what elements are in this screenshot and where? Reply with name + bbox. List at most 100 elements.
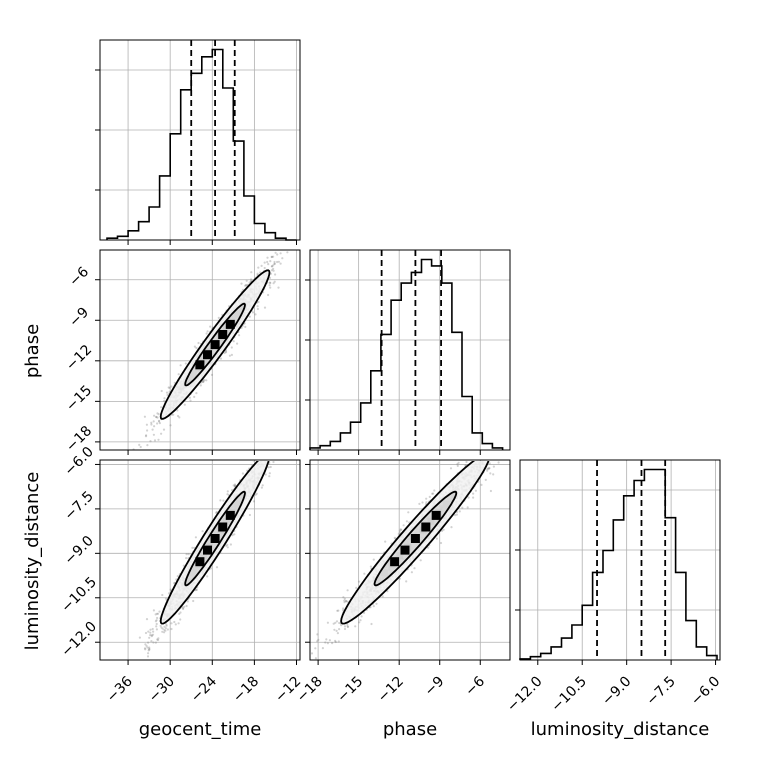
- sample-point: [517, 432, 519, 434]
- sample-point: [148, 646, 151, 649]
- sample-point: [284, 454, 286, 456]
- x-tick-label: −6.0: [688, 674, 723, 709]
- sample-point: [153, 439, 157, 442]
- x-tick-label: −24: [188, 673, 220, 705]
- sample-point: [456, 464, 459, 467]
- sample-point: [257, 266, 260, 269]
- sample-point: [273, 447, 275, 449]
- sample-point: [489, 439, 491, 441]
- sample-point: [294, 241, 296, 243]
- sample-point: [178, 416, 181, 419]
- sample-point: [286, 251, 289, 254]
- sample-point: [158, 422, 161, 425]
- sample-point: [272, 267, 275, 270]
- sample-point: [158, 610, 161, 613]
- sample-point: [336, 609, 339, 612]
- sample-point: [148, 648, 151, 651]
- sample-point: [258, 456, 260, 458]
- sample-point: [206, 575, 209, 578]
- sample-point: [193, 395, 196, 398]
- sample-point: [343, 625, 347, 628]
- sample-point: [260, 457, 262, 459]
- sample-point: [326, 642, 329, 645]
- sample-point: [143, 647, 147, 650]
- sample-point: [472, 496, 475, 499]
- sample-point: [346, 589, 349, 592]
- sample-point: [276, 260, 279, 264]
- sample-point: [155, 625, 158, 628]
- sample-point: [270, 269, 273, 272]
- sample-point: [169, 588, 172, 591]
- sample-point: [288, 421, 290, 423]
- sample-point: [270, 265, 274, 268]
- density-peak: [400, 545, 410, 555]
- sample-point: [230, 346, 233, 349]
- sample-point: [177, 373, 180, 376]
- sample-point: [488, 462, 491, 465]
- sample-point: [160, 389, 163, 393]
- sample-point: [260, 486, 263, 489]
- sample-point: [442, 528, 445, 531]
- sample-point: [270, 255, 273, 259]
- sample-point: [355, 586, 358, 590]
- sample-point: [150, 640, 153, 643]
- sample-point: [268, 284, 271, 287]
- sample-point: [152, 433, 155, 436]
- sample-point: [269, 453, 271, 455]
- sample-point: [240, 282, 243, 285]
- sample-point: [335, 629, 338, 633]
- sample-point: [241, 472, 244, 475]
- sample-point: [238, 334, 241, 337]
- sample-point: [337, 609, 340, 612]
- sample-point: [288, 419, 290, 421]
- sample-point: [257, 300, 260, 304]
- y-tick-label: −10.5: [58, 574, 100, 616]
- sample-point: [232, 484, 235, 487]
- sample-point: [195, 588, 198, 591]
- sample-point: [369, 606, 372, 609]
- sample-point: [150, 635, 153, 638]
- sample-point: [192, 599, 195, 603]
- sample-point: [161, 627, 164, 630]
- sample-point: [267, 263, 270, 266]
- sample-point: [293, 423, 295, 425]
- x-tick-label: −9.0: [599, 674, 634, 709]
- sample-point: [274, 251, 277, 254]
- sample-point: [287, 428, 289, 430]
- sample-point: [316, 633, 319, 636]
- density-peak: [225, 510, 235, 520]
- sample-point: [260, 454, 262, 456]
- x-tick-label: −15: [334, 674, 366, 706]
- sample-point: [484, 456, 486, 458]
- sample-point: [282, 439, 284, 441]
- sample-point: [481, 455, 483, 457]
- y-ticklabels-phase: −6 −9 −12 −15 −18: [63, 264, 95, 455]
- sample-point: [454, 514, 457, 517]
- density-peak: [203, 545, 212, 555]
- sample-point: [202, 380, 205, 384]
- sample-point: [489, 472, 492, 475]
- sample-point: [195, 392, 198, 395]
- sample-point: [500, 432, 502, 434]
- sample-point: [166, 393, 169, 397]
- sample-point: [492, 473, 495, 476]
- sample-point: [346, 625, 350, 629]
- sample-point: [268, 472, 271, 475]
- sample-point: [156, 612, 160, 615]
- y-tick-label: −9.0: [61, 533, 96, 568]
- sample-point: [172, 413, 175, 416]
- sample-point: [144, 643, 147, 646]
- panel-frame: [99, 459, 301, 661]
- sample-point: [497, 461, 500, 464]
- sample-point: [337, 640, 340, 643]
- sample-point: [269, 260, 272, 263]
- sample-point: [144, 631, 148, 635]
- sample-point: [316, 640, 319, 643]
- sample-point: [163, 631, 166, 634]
- sample-point: [529, 400, 531, 402]
- sample-point: [317, 638, 320, 642]
- sample-point: [268, 475, 271, 478]
- sample-point: [280, 418, 282, 420]
- sample-point: [184, 362, 187, 365]
- samples-layer: [132, 241, 531, 660]
